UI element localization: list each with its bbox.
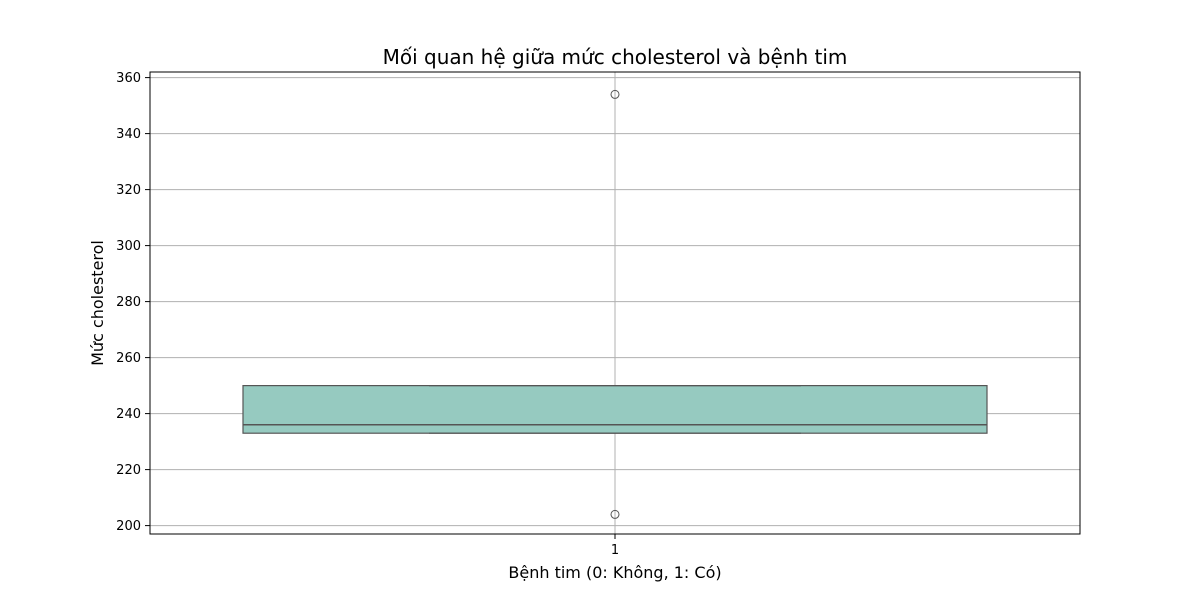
- box: [242, 385, 988, 434]
- y-tick-label: 320: [116, 183, 141, 198]
- x-tick-label: 1: [611, 543, 619, 558]
- grid: [150, 72, 1080, 534]
- y-tick-label: 340: [116, 127, 141, 142]
- box-layer: [242, 89, 988, 519]
- ticks: 200 220 240 260 280 300 320 340 360 1: [116, 71, 619, 558]
- outlier-point: [610, 89, 620, 99]
- y-tick-label: 300: [116, 239, 141, 254]
- y-axis-label: Mức cholesterol: [88, 240, 107, 366]
- y-tick-label: 200: [116, 519, 141, 534]
- x-axis-label: Bệnh tim (0: Không, 1: Có): [508, 563, 721, 582]
- y-tick-label: 280: [116, 295, 141, 310]
- y-tick-label: 260: [116, 351, 141, 366]
- y-tick-label: 220: [116, 463, 141, 478]
- y-tick-label: 360: [116, 71, 141, 86]
- outlier-point: [610, 509, 620, 519]
- chart-title: Mối quan hệ giữa mức cholesterol và bệnh…: [383, 45, 848, 69]
- y-tick-label: 240: [116, 407, 141, 422]
